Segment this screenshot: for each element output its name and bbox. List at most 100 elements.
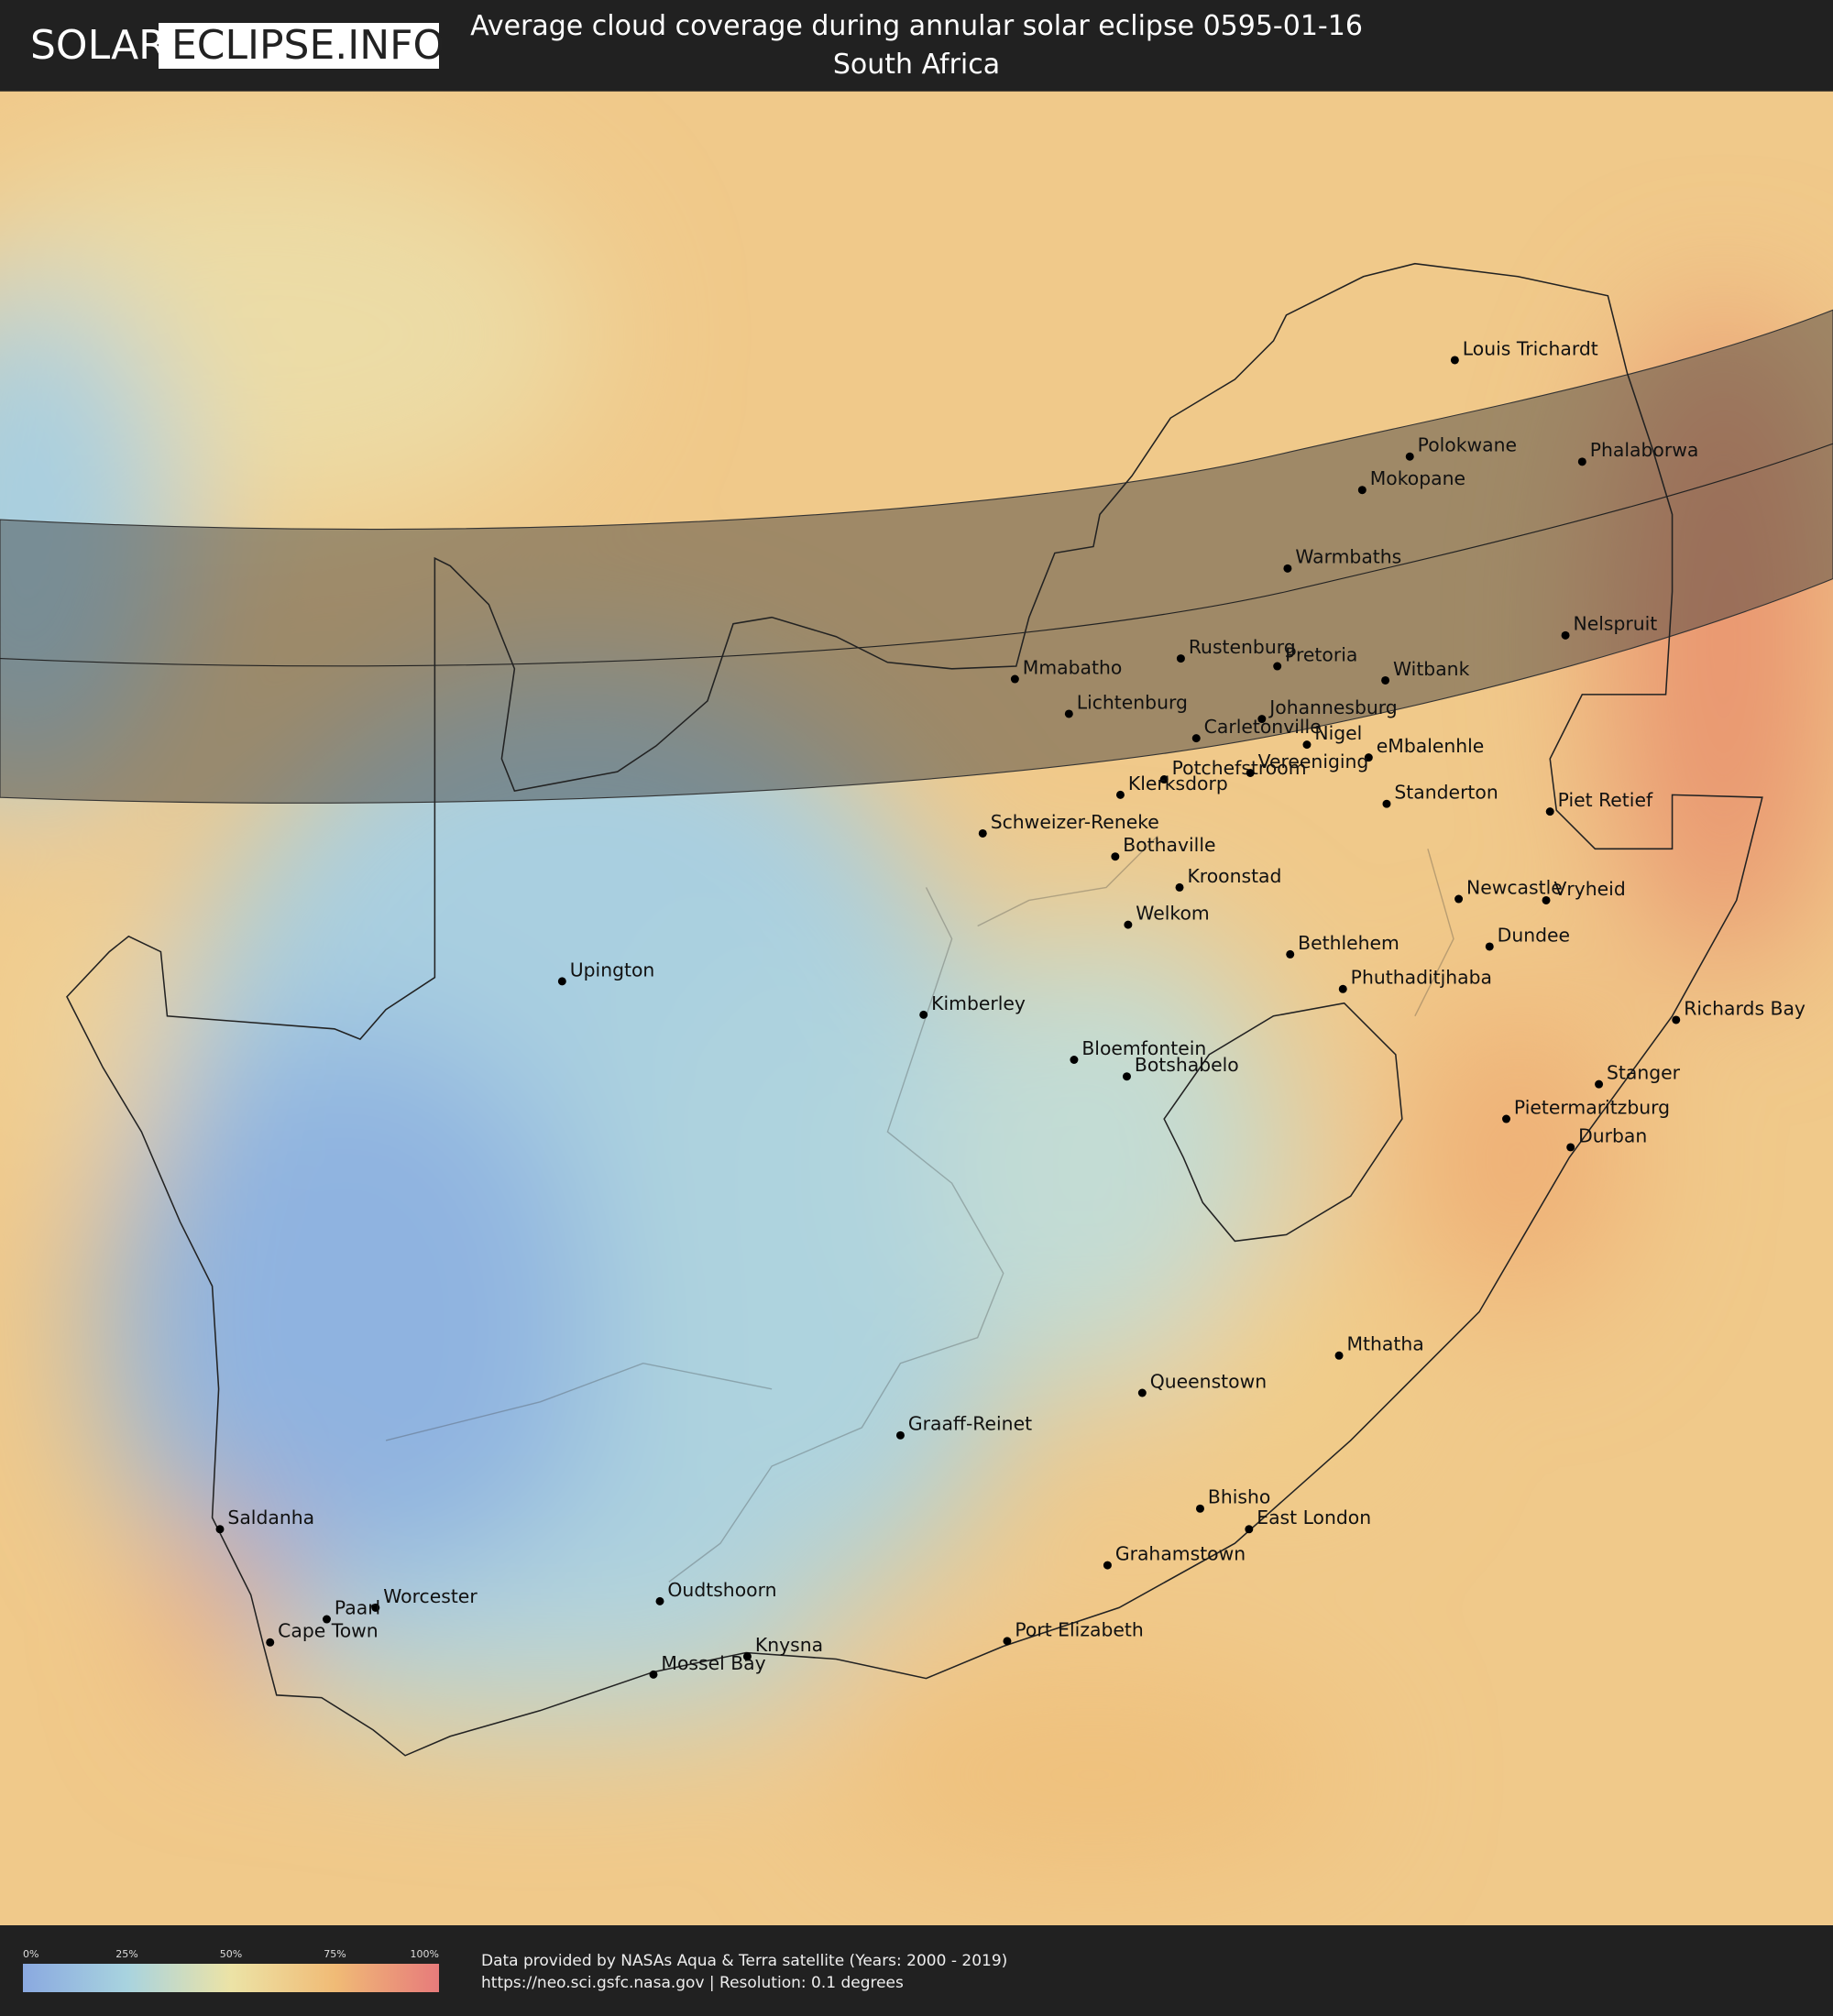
city-label: Nigel <box>1314 722 1362 744</box>
city-label: Vryheid <box>1553 878 1625 900</box>
city-dot <box>1257 715 1267 724</box>
city-dot <box>1191 734 1201 743</box>
footer-line: Data provided by NASAs Aqua & Terra sate… <box>481 1952 1007 1970</box>
city-label: Piet Retief <box>1558 789 1653 811</box>
city-label: Louis Trichardt <box>1463 337 1598 359</box>
city-dot <box>1003 1637 1012 1646</box>
city-label: Klerksdorp <box>1128 772 1228 794</box>
city-dot <box>1566 1143 1575 1152</box>
city-label: Knysna <box>755 1634 823 1656</box>
city-label: Mthatha <box>1346 1333 1423 1355</box>
city-label: Stanger <box>1607 1062 1681 1084</box>
city-dot <box>1672 1015 1681 1024</box>
city-dot <box>1302 740 1312 750</box>
city-dot <box>1595 1079 1604 1089</box>
city-label: Bothaville <box>1123 834 1215 856</box>
city-dot <box>1454 894 1464 904</box>
legend: 0% 25% 50% 75% 100% <box>23 1948 439 1960</box>
city-label: Pietermaritzburg <box>1514 1096 1670 1118</box>
city-dot <box>895 1430 905 1440</box>
city-label: Worcester <box>383 1585 477 1607</box>
city-label: Oudtshoorn <box>667 1579 776 1601</box>
legend-tick-label: 100% <box>411 1948 439 1960</box>
logo-right: ECLIPSE.INFO <box>171 22 445 69</box>
city-dot <box>1286 949 1295 959</box>
city-dot <box>1159 775 1169 784</box>
legend-tick-label: 0% <box>23 1948 38 1960</box>
city-dot <box>215 1525 225 1534</box>
city-dot <box>1111 852 1120 861</box>
city-label: Schweizer-Reneke <box>991 811 1159 833</box>
city-dot <box>1137 1388 1147 1397</box>
city-dot <box>1176 654 1185 663</box>
city-dot <box>1010 674 1019 684</box>
legend-tick-label: 50% <box>220 1948 242 1960</box>
city-label: Vereeniging <box>1258 751 1369 772</box>
logo-box <box>159 23 439 69</box>
city-dot <box>371 1603 380 1612</box>
city-dot <box>919 1010 928 1019</box>
city-label: Kimberley <box>931 992 1026 1014</box>
city-dot <box>1175 882 1184 892</box>
city-dot <box>1124 920 1133 929</box>
city-dot <box>1245 1525 1254 1534</box>
city-dot <box>649 1670 658 1679</box>
city-dot <box>1338 984 1347 993</box>
city-dot <box>1364 753 1373 762</box>
city-label: Phalaborwa <box>1590 439 1699 461</box>
city-label: Welkom <box>1136 903 1209 925</box>
city-label: Queenstown <box>1150 1370 1267 1392</box>
city-dot <box>1334 1351 1344 1360</box>
city-dot <box>1064 709 1073 718</box>
city-dot <box>1246 769 1255 778</box>
city-dot <box>557 977 566 986</box>
city-label: Polokwane <box>1418 434 1517 456</box>
city-dot <box>1577 457 1586 466</box>
legend-tick-label: 75% <box>324 1948 346 1960</box>
city-dot <box>742 1652 752 1661</box>
city-dot <box>1381 675 1390 685</box>
city-dot <box>1122 1072 1131 1081</box>
city-label: Saldanha <box>227 1507 314 1528</box>
city-label: East London <box>1257 1507 1371 1528</box>
city-dot <box>1502 1114 1511 1123</box>
footer-line: https://neo.sci.gsfc.nasa.gov | Resoluti… <box>481 1974 904 1992</box>
eclipse-band <box>0 309 1833 804</box>
city-label: Richards Bay <box>1684 997 1806 1019</box>
logo-left: SOLAR <box>30 22 167 69</box>
city-label: Lichtenburg <box>1077 691 1188 713</box>
subtitle: South Africa <box>833 49 1000 81</box>
city-label: Potchefstroom <box>1172 757 1307 779</box>
city-dot <box>1450 356 1459 365</box>
city-dot <box>1405 452 1414 461</box>
city-label: Standerton <box>1394 782 1498 804</box>
city-dot <box>1195 1504 1204 1513</box>
map: Louis Trichardt Polokwane Phalaborwa Mokopa… <box>0 91 1833 1926</box>
lesotho-border <box>1163 1002 1403 1243</box>
city-label: Paarl <box>335 1596 380 1618</box>
central-line <box>0 443 1833 667</box>
city-dot <box>1070 1056 1079 1064</box>
city-label: Botshabelo <box>1135 1054 1239 1076</box>
city-label: Graaff-Reinet <box>908 1413 1032 1435</box>
city-label: Kroonstad <box>1187 865 1281 887</box>
title: Average cloud coverage during annular so… <box>470 10 1363 42</box>
country-border <box>66 262 1763 1757</box>
city-dot <box>1103 1561 1112 1570</box>
cloud-field <box>0 141 1833 1866</box>
city-label: Rustenburg <box>1189 636 1296 658</box>
city-dot <box>1115 790 1125 799</box>
city-dot <box>1273 662 1282 671</box>
city-dot <box>1545 807 1554 816</box>
city-dot <box>655 1596 664 1605</box>
city-dot <box>1283 564 1292 573</box>
city-dot <box>1357 486 1367 495</box>
city-dot <box>266 1638 275 1647</box>
city-dot <box>1382 799 1391 808</box>
city-label: Newcastle <box>1466 876 1563 898</box>
city-dot <box>1542 895 1551 904</box>
legend-tick-label: 25% <box>115 1948 137 1960</box>
city-label: Nelspruit <box>1573 613 1657 635</box>
